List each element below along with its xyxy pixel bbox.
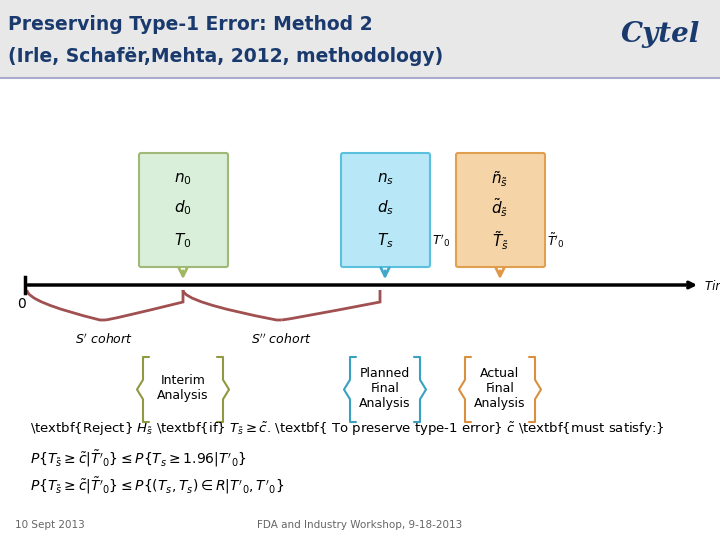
Bar [0,0,720,78]
Text: $\tilde{T}_{\tilde{s}}$: $\tilde{T}_{\tilde{s}}$ [492,230,508,252]
Text: \textbf{Reject} $H_{\tilde{s}}$ \textbf{if} $T_{\tilde{s}} \geq \tilde{c}$. \tex: \textbf{Reject} $H_{\tilde{s}}$ \textbf{… [30,420,665,437]
Text: Interim
Analysis: Interim Analysis [157,374,209,402]
Text: Actual
Final
Analysis: Actual Final Analysis [474,367,526,410]
Text: $T'_0$: $T'_0$ [432,233,451,249]
Text: $T_s$: $T_s$ [377,232,393,250]
FancyBboxPatch shape [456,153,545,267]
Text: 0: 0 [17,297,27,311]
Text: Preserving Type-1 Error: Method 2: Preserving Type-1 Error: Method 2 [8,15,373,34]
Text: $n_s$: $n_s$ [377,171,394,187]
Text: $d_0$: $d_0$ [174,198,192,217]
Text: $S'$ cohort: $S'$ cohort [75,333,133,348]
Text: $\tilde{T}'_0$: $\tilde{T}'_0$ [547,232,564,250]
Text: $d_s$: $d_s$ [377,198,394,217]
Text: $n_0$: $n_0$ [174,171,192,187]
Text: FDA and Industry Workshop, 9-18-2013: FDA and Industry Workshop, 9-18-2013 [257,520,463,530]
Text: $P\{T_{\tilde{s}} \geq \tilde{c}|\tilde{T}'_0\} \leq P\{T_s \geq 1.96|T'_0\}$: $P\{T_{\tilde{s}} \geq \tilde{c}|\tilde{… [30,448,247,469]
FancyBboxPatch shape [139,153,228,267]
Text: $T_0$: $T_0$ [174,232,192,250]
Text: (Irle, Schafër,Mehta, 2012, methodology): (Irle, Schafër,Mehta, 2012, methodology) [8,47,444,66]
Text: $\tilde{n}_{\tilde{s}}$: $\tilde{n}_{\tilde{s}}$ [492,170,508,189]
Text: $S''$ cohort: $S''$ cohort [251,333,312,348]
Text: Time Axis: Time Axis [705,280,720,294]
Text: Planned
Final
Analysis: Planned Final Analysis [359,367,410,410]
Text: 10 Sept 2013: 10 Sept 2013 [15,520,85,530]
Text: $\tilde{d}_{\tilde{s}}$: $\tilde{d}_{\tilde{s}}$ [492,197,508,219]
FancyBboxPatch shape [341,153,430,267]
Text: $P\{T_{\tilde{s}} \geq \tilde{c}|\tilde{T}'_0\} \leq P\{(T_s, T_s) \in R|T'_0, T: $P\{T_{\tilde{s}} \geq \tilde{c}|\tilde{… [30,475,284,496]
Text: Cytel: Cytel [621,22,700,49]
